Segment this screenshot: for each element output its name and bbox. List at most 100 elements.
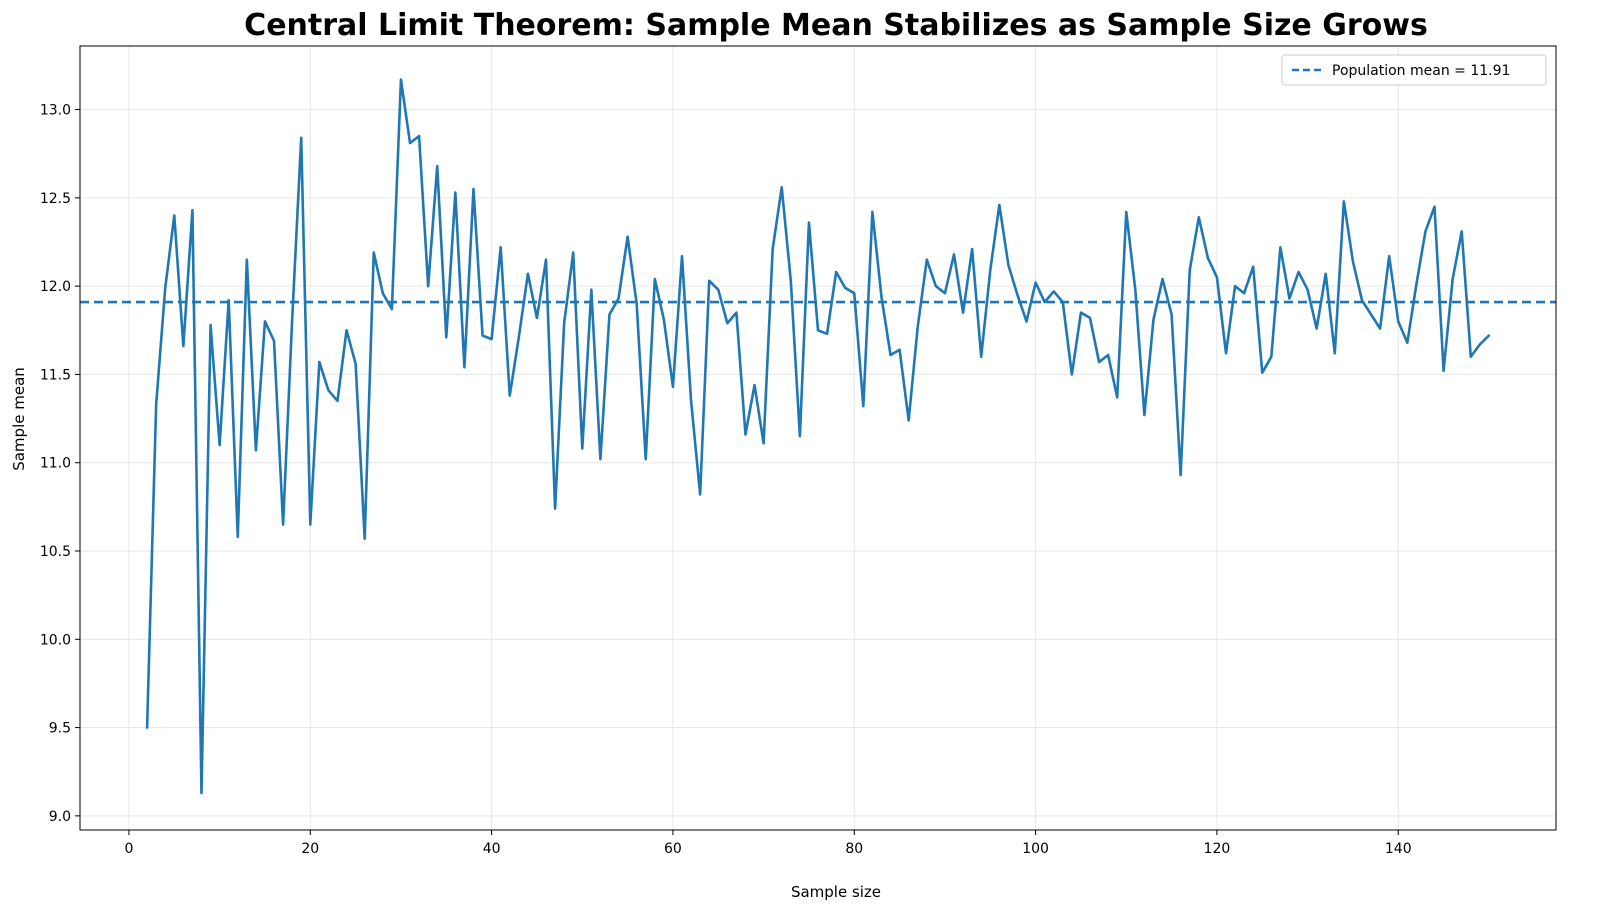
data-point: [944, 292, 946, 294]
data-point: [753, 384, 755, 386]
data-point: [1080, 311, 1082, 313]
x-tick-label: 140: [1385, 841, 1412, 857]
data-point: [1451, 278, 1453, 280]
data-point: [1361, 299, 1363, 301]
x-tick-label: 120: [1204, 841, 1231, 857]
data-point: [1089, 317, 1091, 319]
data-point: [1288, 297, 1290, 299]
data-point: [427, 285, 429, 287]
y-tick-label: 9.0: [49, 809, 71, 825]
data-point: [155, 403, 157, 405]
data-point: [246, 258, 248, 260]
data-point: [917, 326, 919, 328]
data-point: [1306, 288, 1308, 290]
data-point: [626, 236, 628, 238]
data-point: [436, 165, 438, 167]
data-point: [490, 338, 492, 340]
data-point: [445, 336, 447, 338]
data-point: [1098, 361, 1100, 363]
data-point: [1107, 354, 1109, 356]
data-point: [853, 292, 855, 294]
data-point: [1007, 264, 1009, 266]
data-point: [1161, 278, 1163, 280]
data-point: [209, 324, 211, 326]
data-point: [572, 251, 574, 253]
data-point: [1415, 283, 1417, 285]
data-point: [762, 442, 764, 444]
series-layer: [145, 78, 1491, 795]
data-point: [1179, 474, 1181, 476]
data-point: [935, 285, 937, 287]
data-point: [200, 792, 202, 794]
data-point: [690, 400, 692, 402]
data-point: [1053, 290, 1055, 292]
data-point: [1071, 373, 1073, 375]
data-point: [1397, 320, 1399, 322]
data-point: [735, 311, 737, 313]
data-point: [400, 78, 402, 80]
x-tick-label: 80: [845, 841, 863, 857]
data-point: [527, 273, 529, 275]
data-point: [1470, 356, 1472, 358]
data-point: [962, 311, 964, 313]
data-point: [1216, 276, 1218, 278]
data-point: [318, 361, 320, 363]
data-point: [345, 329, 347, 331]
data-point: [509, 394, 511, 396]
data-point: [1315, 327, 1317, 329]
data-point: [781, 186, 783, 188]
data-point: [1116, 396, 1118, 398]
data-point: [799, 435, 801, 437]
y-axis-ticks: 9.0 9.5 10.0 10.5 11.0 11.5 12.0 12.5 13.0: [40, 103, 80, 825]
data-point: [599, 458, 601, 460]
legend-box: [1281, 54, 1547, 86]
data-point: [1334, 352, 1336, 354]
data-point: [1261, 371, 1263, 373]
data-point: [1025, 320, 1027, 322]
data-point: [1352, 260, 1354, 262]
data-point: [708, 280, 710, 282]
data-point: [617, 297, 619, 299]
x-tick-label: 60: [664, 841, 682, 857]
data-point: [1488, 334, 1490, 336]
data-point: [291, 318, 293, 320]
data-point: [808, 221, 810, 223]
data-point: [681, 255, 683, 257]
data-point: [1189, 269, 1191, 271]
y-tick-label: 10.0: [40, 632, 71, 648]
data-point: [1406, 341, 1408, 343]
sample-mean-series-line: [145, 78, 1491, 795]
data-point: [590, 288, 592, 290]
data-point: [844, 287, 846, 289]
data-point: [1152, 318, 1154, 320]
data-point: [1388, 255, 1390, 257]
data-point: [1043, 301, 1045, 303]
data-point: [717, 288, 719, 290]
data-point: [663, 318, 665, 320]
legend: Population mean = 11.91: [1281, 54, 1547, 86]
x-axis-ticks: 0 20 40 60 80 100 120 140: [124, 830, 1412, 857]
data-point: [907, 419, 909, 421]
data-point: [309, 523, 311, 525]
y-tick-label: 12.5: [40, 191, 71, 207]
data-point: [835, 271, 837, 273]
data-point: [1198, 216, 1200, 218]
data-point: [354, 363, 356, 365]
data-point: [817, 329, 819, 331]
data-point: [871, 211, 873, 213]
data-point: [1243, 292, 1245, 294]
data-point: [726, 322, 728, 324]
y-tick-label: 11.5: [40, 367, 71, 383]
data-point: [998, 204, 1000, 206]
data-point: [227, 299, 229, 301]
data-point: [1125, 211, 1127, 213]
data-point: [418, 135, 420, 137]
data-point: [826, 333, 828, 335]
y-tick-label: 9.5: [49, 721, 71, 737]
data-point: [1207, 257, 1209, 259]
x-tick-label: 0: [124, 841, 133, 857]
data-point: [1170, 313, 1172, 315]
data-point: [1034, 281, 1036, 283]
data-point: [382, 292, 384, 294]
data-point: [472, 188, 474, 190]
